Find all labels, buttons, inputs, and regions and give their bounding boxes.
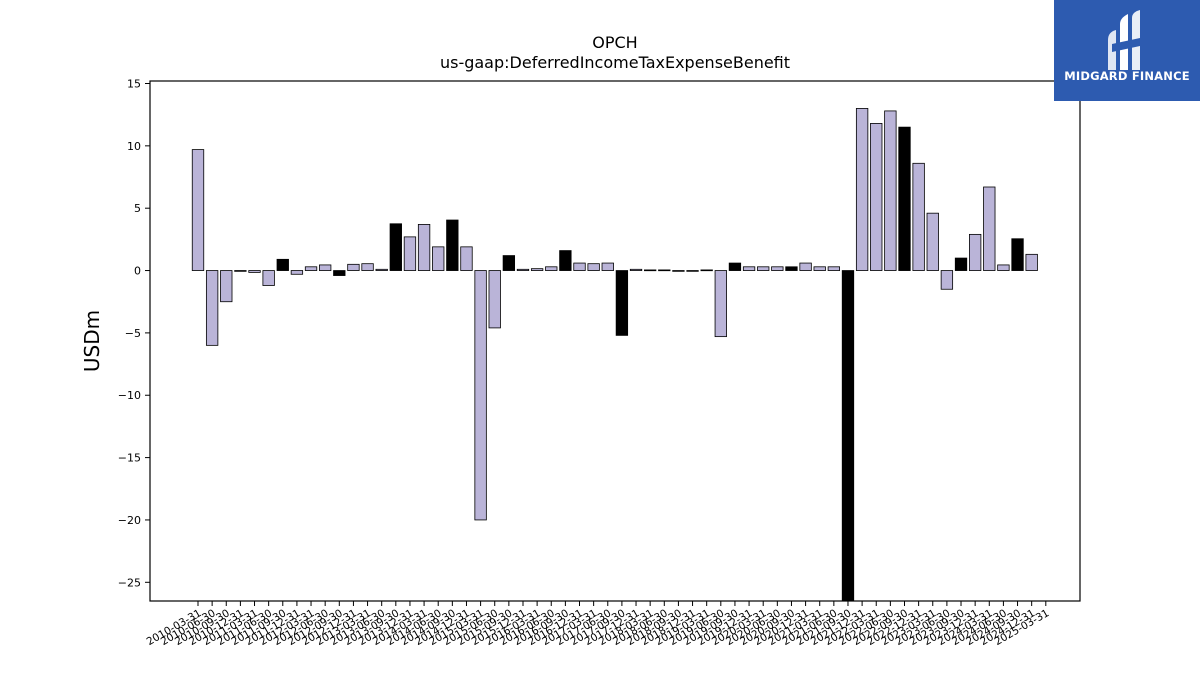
bar	[248, 270, 261, 273]
bar	[672, 270, 685, 272]
bar	[785, 266, 798, 271]
bar	[389, 223, 402, 271]
y-tick-label: −15	[118, 452, 141, 465]
chart-title: OPCH	[592, 33, 637, 52]
bar	[191, 149, 205, 271]
bar	[474, 270, 487, 521]
bar	[940, 270, 954, 290]
bar	[969, 233, 982, 271]
bar	[700, 269, 713, 272]
bar	[333, 270, 346, 276]
bar	[912, 162, 925, 271]
bar	[658, 269, 671, 272]
plot-frame	[149, 80, 1081, 602]
midgard-logo-icon	[1108, 10, 1140, 70]
bar	[870, 123, 883, 271]
brand-name: MIDGARD FINANCE	[1064, 69, 1190, 83]
bar	[728, 262, 742, 271]
bar	[771, 266, 784, 271]
bar	[205, 270, 219, 346]
bar	[757, 266, 770, 271]
bar	[926, 212, 939, 271]
bar	[276, 258, 289, 271]
y-tick-label: −25	[118, 576, 141, 589]
y-tick-label: 5	[134, 202, 141, 215]
y-axis-label: USDm	[80, 310, 104, 372]
bar	[234, 270, 247, 272]
bar	[347, 263, 360, 271]
bar	[488, 270, 501, 329]
bar	[855, 108, 869, 271]
bar	[530, 268, 544, 271]
bar	[686, 270, 699, 272]
bar	[615, 270, 629, 336]
y-tick-label: 0	[134, 265, 141, 278]
brand-logo: MIDGARD FINANCE	[1054, 0, 1200, 101]
bar	[1011, 238, 1024, 271]
bar	[290, 270, 304, 275]
bar	[545, 266, 558, 271]
bar	[742, 266, 756, 271]
bars-layer	[191, 108, 1038, 602]
bar	[884, 110, 897, 271]
bar	[601, 262, 614, 271]
bar	[446, 219, 459, 271]
bar	[644, 269, 657, 272]
bar	[361, 263, 374, 271]
y-tick-label: 15	[127, 77, 141, 90]
y-tick-label: 10	[127, 140, 141, 153]
bar	[375, 268, 388, 271]
y-tick-label: −20	[118, 514, 141, 527]
bar	[319, 264, 332, 271]
bar	[629, 268, 643, 271]
bar	[983, 186, 996, 271]
y-tick-label: −10	[118, 389, 141, 402]
bar	[417, 224, 431, 271]
bar	[516, 268, 530, 271]
bar	[587, 263, 600, 271]
bar	[573, 262, 586, 271]
bar	[813, 266, 826, 271]
bar	[954, 257, 968, 271]
bar	[403, 236, 417, 271]
bar	[460, 246, 473, 271]
bar	[997, 264, 1010, 271]
bar	[502, 255, 516, 271]
bar	[799, 262, 812, 271]
y-tick-label: −5	[125, 327, 141, 340]
bar	[432, 246, 445, 271]
bar	[1025, 253, 1038, 271]
bar	[220, 270, 233, 303]
bar	[827, 266, 840, 271]
bar	[841, 270, 855, 602]
bar	[304, 266, 318, 271]
bar	[262, 270, 275, 286]
y-axis-ticks: 15 10 5 0 −5 −10 −15 −20 −25	[118, 77, 150, 589]
bar	[559, 250, 572, 271]
chart-subtitle: us-gaap:DeferredIncomeTaxExpenseBenefit	[440, 53, 790, 72]
x-axis-ticks: 2010-03-312010-06-302010-09-302010-12-31…	[145, 601, 1051, 648]
bar	[898, 126, 911, 271]
bar	[714, 270, 727, 338]
